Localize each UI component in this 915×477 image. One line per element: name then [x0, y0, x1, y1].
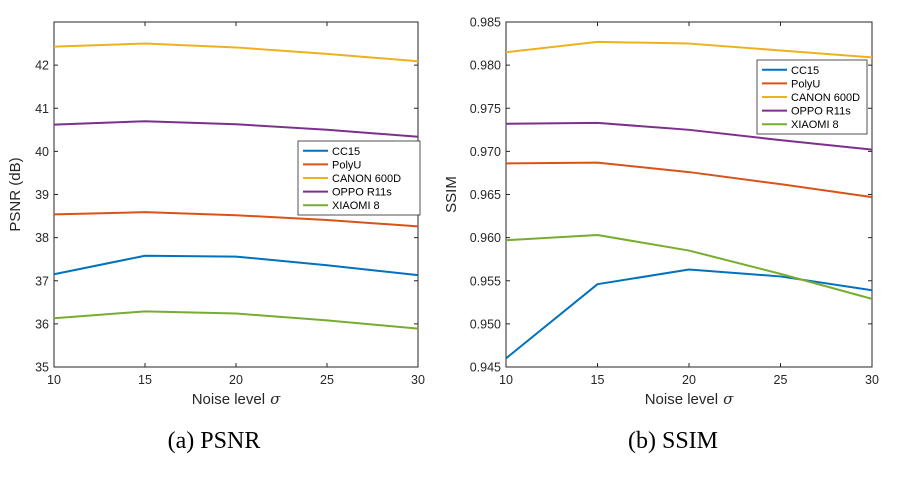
ssim-series-line-xiaomi-8 [505, 234, 873, 300]
ssim-x-axis-label-symbol: σ [723, 390, 734, 408]
psnr-y-tick-label: 41 [35, 102, 49, 116]
psnr-legend-label: CANON 600D [332, 173, 401, 185]
ssim-y-tick-label: 0.965 [470, 188, 501, 202]
psnr-y-tick-label: 42 [35, 59, 49, 73]
ssim-chart: 10 15 20 25 30 0.945 0.950 0.955 0.960 0.965 0.970… [443, 16, 879, 455]
psnr-series-line-xiaomi-8 [53, 310, 419, 330]
ssim-x-axis-label: Noise level σ [645, 390, 734, 408]
ssim-x-tick-label: 20 [682, 373, 696, 387]
ssim-y-tick-label: 0.960 [470, 231, 501, 245]
psnr-legend-label: PolyU [332, 159, 361, 171]
ssim-legend-label: CC15 [791, 65, 819, 77]
psnr-y-tick-label: 39 [35, 188, 49, 202]
psnr-caption: (a) PSNR [168, 428, 261, 454]
ssim-caption: (b) SSIM [628, 428, 718, 454]
psnr-y-tick-label: 38 [35, 231, 49, 245]
psnr-x-tick-label: 30 [411, 373, 425, 387]
psnr-legend-label: XIAOMI 8 [332, 200, 380, 212]
psnr-series-line-cc15 [53, 254, 419, 277]
psnr-x-tick-label: 10 [47, 373, 61, 387]
psnr-y-axis-label: PSNR (dB) [7, 157, 24, 231]
psnr-x-tick-label: 15 [138, 373, 152, 387]
psnr-y-tick-label: 36 [35, 317, 49, 331]
psnr-x-axis-label-symbol: σ [270, 390, 281, 408]
ssim-x-tick-label: 15 [591, 373, 605, 387]
ssim-x-axis-label-text: Noise level [645, 391, 718, 408]
psnr-series-line-polyu [53, 211, 419, 228]
ssim-x-tick-label: 30 [865, 373, 879, 387]
ssim-series-line-cc15 [505, 268, 873, 360]
ssim-y-axis-label: SSIM [443, 176, 460, 213]
psnr-x-axis-label: Noise level σ [192, 390, 281, 408]
psnr-legend-label: OPPO R11s [332, 187, 392, 199]
ssim-x-tick-label: 10 [499, 373, 513, 387]
psnr-y-tick-label: 35 [35, 361, 49, 375]
ssim-y-tick-label: 0.950 [470, 317, 501, 331]
psnr-chart: 10 15 20 25 30 35 36 37 38 39 40 41 42 Noise level σ PS… [7, 21, 425, 454]
ssim-series-line-oppo-r11s [505, 121, 873, 151]
ssim-legend-label: PolyU [791, 78, 820, 90]
ssim-y-tick-label: 0.975 [470, 102, 501, 116]
ssim-y-tick-label: 0.985 [470, 16, 501, 30]
psnr-y-tick-label: 40 [35, 145, 49, 159]
ssim-y-tick-label: 0.970 [470, 145, 501, 159]
psnr-x-tick-label: 20 [229, 373, 243, 387]
ssim-x-tick-label: 25 [774, 373, 788, 387]
ssim-y-tick-label: 0.955 [470, 274, 501, 288]
psnr-legend-label: CC15 [332, 146, 360, 158]
ssim-series-line-canon-600d [505, 40, 873, 59]
ssim-series-line-polyu [505, 161, 873, 199]
psnr-legend-box [297, 140, 421, 216]
psnr-x-axis-label-text: Noise level [192, 391, 265, 408]
psnr-y-tick-label: 37 [35, 274, 49, 288]
psnr-x-tick-label: 25 [320, 373, 334, 387]
ssim-y-tick-label: 0.945 [470, 361, 501, 375]
psnr-series-line-oppo-r11s [53, 120, 419, 138]
ssim-y-tick-label: 0.980 [470, 59, 501, 73]
ssim-legend-label: CANON 600D [791, 92, 860, 104]
ssim-legend-label: XIAOMI 8 [791, 119, 839, 131]
ssim-legend-label: OPPO R11s [791, 106, 851, 118]
psnr-series-line-canon-600d [53, 42, 419, 63]
